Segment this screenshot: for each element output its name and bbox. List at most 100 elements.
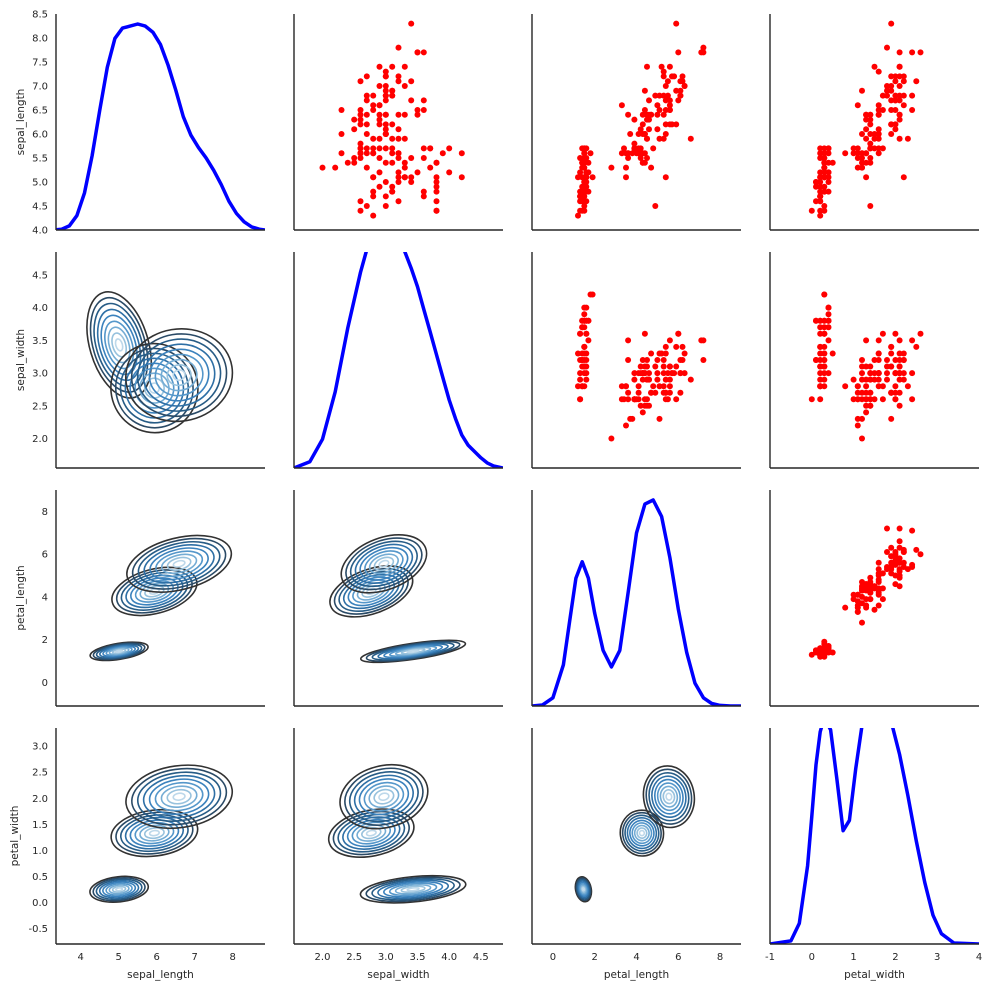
scatter-point [662, 97, 669, 104]
scatter-point [673, 20, 680, 27]
scatter-point [675, 330, 682, 337]
scatter-point [357, 78, 364, 85]
scatter-point [875, 350, 882, 357]
scatter-point [681, 83, 688, 89]
scatter-point [389, 92, 396, 99]
scatter-point [623, 174, 629, 181]
scatter-point [875, 376, 882, 383]
kde-contour [86, 291, 153, 399]
scatter-point [363, 97, 370, 104]
scatter-point [662, 350, 669, 357]
scatter-point [644, 363, 650, 370]
scatter-point [627, 415, 634, 422]
scatter-point [382, 68, 389, 75]
scatter-point [446, 169, 453, 176]
scatter-point [673, 343, 680, 350]
scatter-point [875, 566, 882, 573]
x-tick-label: 3.5 [410, 952, 426, 963]
x-tick-label: 6 [154, 952, 160, 963]
scatter-point [639, 409, 646, 416]
scatter-point [662, 131, 669, 137]
scatter-point [909, 370, 916, 377]
scatter-point [357, 111, 364, 118]
scatter-point [579, 183, 586, 190]
scatter-point [821, 350, 828, 357]
scatter-point [829, 159, 836, 166]
scatter-point [382, 131, 389, 137]
scatter-point [859, 370, 865, 377]
scatter-point [666, 107, 673, 113]
scatter-point [888, 415, 895, 422]
scatter-point [662, 107, 669, 113]
scatter-point [875, 337, 882, 344]
scatter-point [382, 83, 389, 89]
scatter-point [859, 435, 865, 442]
kde-contour [359, 639, 467, 664]
scatter-point [867, 116, 874, 123]
scatter-point [875, 579, 882, 585]
scatter-point [577, 330, 584, 337]
scatter-point [821, 188, 828, 195]
scatter-point [395, 169, 402, 176]
kde-contour [383, 880, 444, 898]
scatter-point [669, 73, 675, 80]
scatter-point [879, 585, 886, 592]
scatter-point [867, 363, 874, 370]
scatter-point [884, 44, 890, 51]
scatter-point [660, 68, 667, 75]
scatter-point [900, 357, 907, 363]
scatter-point [408, 78, 415, 85]
kde-contour [378, 792, 390, 802]
y-tick-label: 0.0 [32, 898, 48, 909]
scatter-point [625, 155, 632, 161]
y-tick-label: 5.5 [32, 154, 48, 165]
scatter-point [666, 102, 673, 109]
scatter-point [900, 102, 907, 109]
scatter-point [879, 107, 886, 113]
x-tick-label: 4.5 [473, 952, 489, 963]
scatter-point [577, 370, 584, 377]
scatter-point [363, 92, 370, 99]
scatter-point [589, 174, 596, 181]
y-tick-label: 4.5 [32, 202, 48, 213]
scatter-point [896, 538, 903, 545]
scatter-point [896, 544, 903, 551]
kde-contour [149, 547, 209, 581]
scatter-point [859, 131, 865, 137]
scatter-point [420, 188, 427, 195]
scatter-point [888, 343, 895, 350]
scatter-point [414, 111, 421, 118]
scatter-point [631, 376, 638, 383]
scatter-point [662, 376, 669, 383]
scatter-point [669, 370, 675, 377]
scatter-point [420, 155, 427, 161]
scatter-point [817, 212, 824, 219]
scatter-point [879, 145, 886, 152]
scatter-point [675, 97, 682, 104]
scatter-point [338, 131, 345, 137]
scatter-point [644, 63, 650, 70]
scatter-point [875, 572, 882, 579]
kde-contour [115, 649, 124, 654]
scatter-point [896, 574, 903, 581]
scatter-point [859, 87, 865, 94]
kde-contour [400, 648, 426, 655]
scatter-point [579, 159, 586, 166]
scatter-point [639, 150, 646, 157]
kde-contour [342, 816, 401, 850]
scatter-point [863, 604, 870, 611]
kde-contour [356, 582, 386, 601]
scatter-point [817, 343, 824, 350]
scatter-point [376, 145, 383, 152]
scatter-point [631, 140, 638, 147]
scatter-point [579, 363, 586, 370]
kde-contour [624, 814, 660, 852]
scatter-point [888, 350, 895, 357]
scatter-point [585, 159, 592, 166]
panel-petal_width-vs-sepal_width [293, 728, 503, 945]
scatter-point [875, 559, 882, 566]
kde-contour [143, 377, 165, 399]
scatter-point [821, 159, 828, 166]
scatter-point [867, 589, 874, 596]
kde-contour [378, 559, 390, 568]
